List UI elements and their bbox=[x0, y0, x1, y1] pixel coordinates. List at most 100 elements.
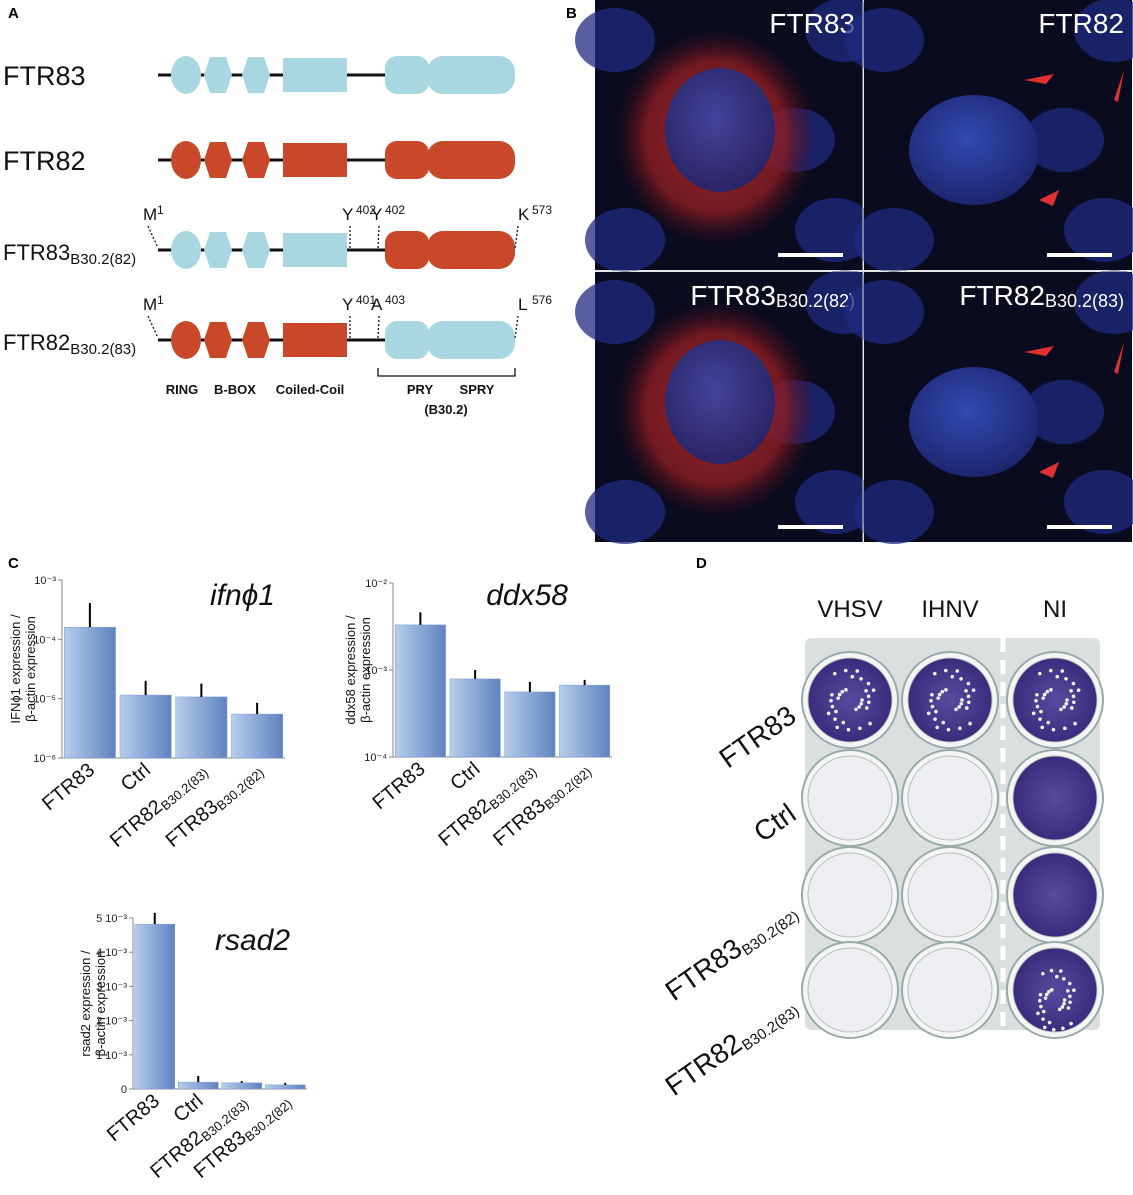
bracket bbox=[377, 368, 516, 377]
pry-domain bbox=[385, 56, 429, 94]
plaque bbox=[960, 698, 964, 702]
bar bbox=[63, 626, 116, 759]
nucleus bbox=[854, 208, 934, 272]
plaque bbox=[1062, 705, 1066, 709]
plaque bbox=[1068, 1000, 1072, 1005]
plaque bbox=[830, 704, 835, 709]
plaque bbox=[1037, 671, 1042, 676]
y-tick-label: 10⁻⁶ bbox=[33, 753, 56, 765]
plaque bbox=[837, 692, 842, 697]
plaque bbox=[1069, 689, 1073, 693]
plaque bbox=[955, 669, 960, 673]
y-axis-label: β-actin expression bbox=[93, 951, 108, 1057]
panel-label: D bbox=[696, 555, 707, 572]
plaque bbox=[936, 696, 940, 700]
well bbox=[907, 657, 993, 743]
residue-pointer bbox=[514, 225, 519, 249]
bbox-domain bbox=[242, 232, 270, 268]
bar bbox=[264, 1084, 306, 1090]
bbox-domain bbox=[242, 322, 270, 358]
plaque bbox=[1060, 669, 1065, 673]
plaque bbox=[1035, 692, 1039, 697]
residue-aa: Y bbox=[342, 205, 353, 224]
plaque bbox=[855, 669, 860, 673]
plaque bbox=[957, 705, 961, 709]
well bbox=[1012, 852, 1098, 938]
residue-aa: L bbox=[518, 295, 527, 314]
plaque bbox=[1049, 688, 1053, 692]
nucleus bbox=[854, 480, 934, 544]
plaque bbox=[966, 694, 971, 699]
well bbox=[807, 657, 893, 743]
plaque bbox=[868, 721, 872, 726]
x-tick-label: Ctrl bbox=[117, 759, 155, 796]
plaque bbox=[1040, 725, 1045, 730]
plaque bbox=[930, 692, 934, 697]
well bbox=[907, 755, 993, 841]
x-tick-label: Ctrl bbox=[446, 758, 484, 795]
plaque bbox=[850, 674, 855, 679]
plaque bbox=[959, 677, 963, 681]
plaque bbox=[1059, 969, 1063, 973]
plaque bbox=[1038, 717, 1042, 721]
plaque bbox=[950, 674, 955, 679]
pry-domain bbox=[385, 321, 429, 359]
well bbox=[907, 947, 993, 1033]
plaque bbox=[1055, 674, 1060, 679]
domain-label: (B30.2) bbox=[424, 402, 467, 417]
residue-pos: 403 bbox=[385, 293, 405, 307]
panel-label: C bbox=[8, 555, 19, 572]
residue-aa: Y bbox=[342, 295, 353, 314]
y-tick-label: 0 bbox=[121, 1084, 127, 1096]
plaque bbox=[941, 720, 946, 725]
plaque bbox=[1076, 688, 1081, 693]
y-tick-label: 10⁻² bbox=[365, 578, 387, 590]
image-label: FTR82B30.2(83) bbox=[959, 280, 1124, 311]
plaque bbox=[854, 707, 858, 712]
plaque bbox=[964, 689, 968, 693]
chart-title: rsad2 bbox=[215, 924, 290, 957]
plaque bbox=[944, 688, 948, 692]
domain-label: Coiled-Coil bbox=[276, 382, 345, 397]
plaque bbox=[858, 726, 862, 731]
row-label: FTR82B30.2(83) bbox=[660, 990, 803, 1104]
bar bbox=[504, 691, 556, 758]
y-tick-label: 1 10⁻³ bbox=[96, 1050, 127, 1062]
plaque bbox=[1068, 994, 1072, 999]
pry-domain bbox=[385, 231, 429, 269]
plaque bbox=[943, 668, 948, 673]
y-tick-label: 5 10⁻³ bbox=[96, 913, 127, 925]
bar bbox=[221, 1082, 263, 1090]
residue-aa: Y bbox=[371, 205, 382, 224]
plaque bbox=[832, 671, 837, 676]
bar bbox=[449, 678, 501, 758]
nucleus bbox=[585, 208, 665, 272]
plaque bbox=[966, 681, 971, 686]
ring-domain bbox=[171, 141, 201, 179]
y-tick-label: 10⁻³ bbox=[34, 575, 56, 587]
plaque bbox=[860, 698, 864, 702]
well bbox=[807, 755, 893, 841]
coiled-coil-domain bbox=[283, 233, 347, 267]
plaque bbox=[1055, 974, 1059, 979]
plaque bbox=[846, 727, 851, 732]
residue-pos: 1 bbox=[157, 293, 164, 307]
bbox-domain bbox=[204, 232, 232, 268]
nucleus bbox=[1024, 108, 1104, 172]
bbox-domain bbox=[204, 322, 232, 358]
plaque bbox=[1031, 711, 1036, 716]
row-label: FTR83B30.2(82) bbox=[660, 895, 803, 1009]
plaque bbox=[840, 689, 845, 694]
well bbox=[1012, 755, 1098, 841]
residue-pointer bbox=[147, 315, 159, 339]
domain-label: SPRY bbox=[460, 382, 495, 397]
plaque bbox=[867, 700, 871, 705]
plaque bbox=[1041, 971, 1045, 976]
x-tick-label: FTR83 bbox=[103, 1090, 164, 1146]
residue-pos: 402 bbox=[385, 203, 405, 217]
plaque bbox=[1042, 692, 1047, 697]
y-tick-label: 10⁻⁴ bbox=[364, 752, 387, 764]
plaque bbox=[1066, 1006, 1071, 1010]
domain-label: PRY bbox=[407, 382, 434, 397]
